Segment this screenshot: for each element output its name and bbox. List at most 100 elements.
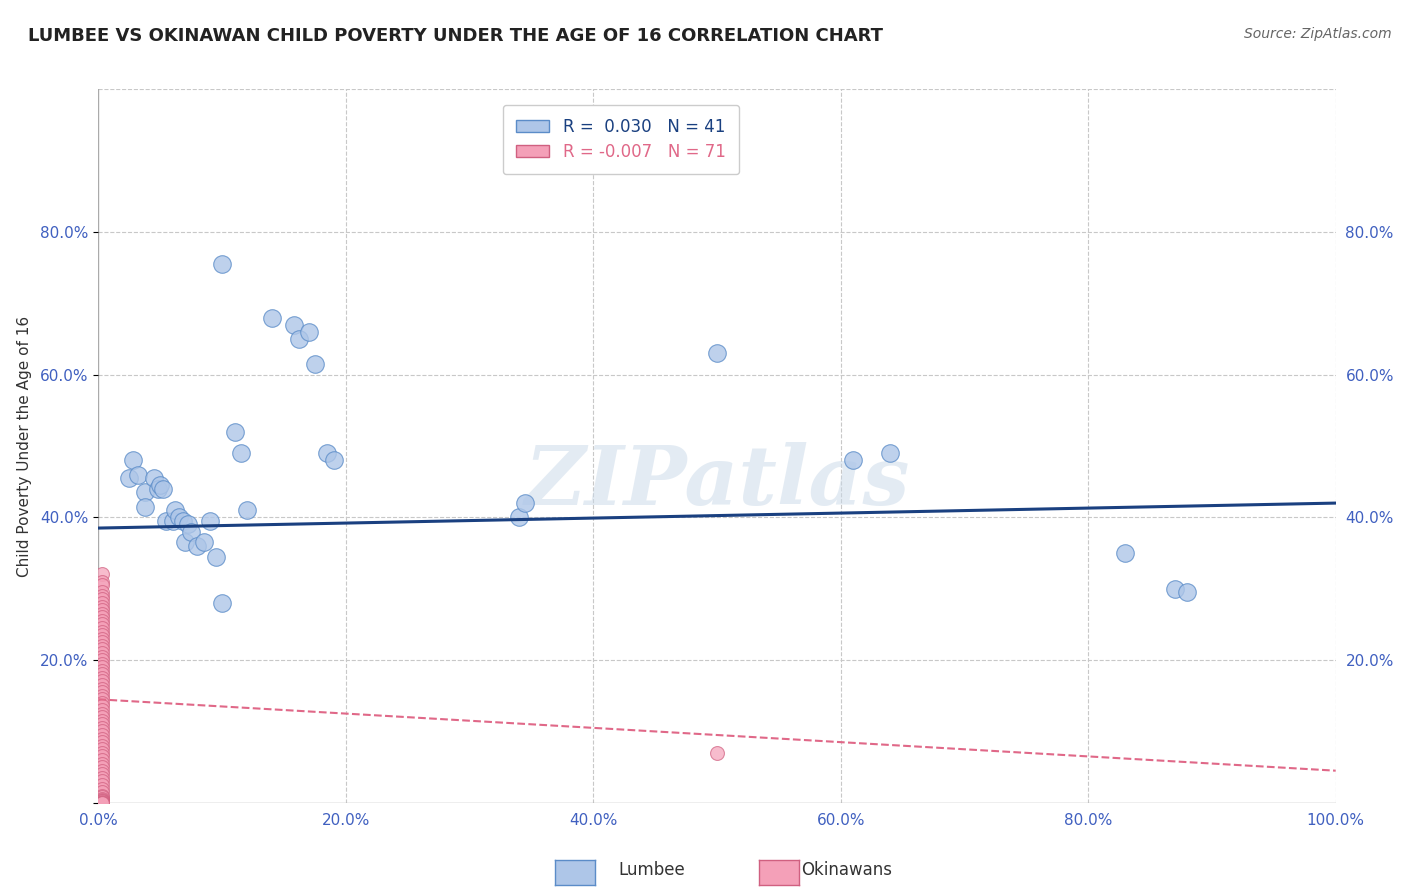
Point [91, 681, 114, 696]
Point [134, 485, 156, 500]
Point [91, 607, 114, 621]
Point [91, 617, 114, 632]
Point [91, 664, 114, 678]
Point [236, 503, 259, 517]
Point [1114, 546, 1136, 560]
Point [91, 610, 114, 624]
Point [91, 796, 114, 810]
Point [91, 794, 114, 808]
Point [316, 446, 339, 460]
Point [134, 500, 156, 514]
Point [91, 671, 114, 685]
Point [91, 592, 114, 607]
Point [152, 482, 174, 496]
Point [91, 603, 114, 617]
Text: Okinawans: Okinawans [801, 861, 893, 879]
Point [91, 739, 114, 753]
Point [211, 257, 233, 271]
Point [879, 446, 901, 460]
Point [91, 753, 114, 767]
Point [91, 785, 114, 799]
Y-axis label: Child Poverty Under the Age of 16: Child Poverty Under the Age of 16 [17, 316, 32, 576]
Point [91, 728, 114, 742]
Text: LUMBEE VS OKINAWAN CHILD POVERTY UNDER THE AGE OF 16 CORRELATION CHART: LUMBEE VS OKINAWAN CHILD POVERTY UNDER T… [28, 27, 883, 45]
Point [706, 746, 728, 760]
Point [91, 660, 114, 674]
Point [122, 453, 145, 467]
Point [91, 714, 114, 728]
Point [91, 642, 114, 657]
Point [91, 796, 114, 810]
Point [149, 478, 172, 492]
Point [91, 699, 114, 714]
Point [91, 635, 114, 649]
Point [91, 578, 114, 592]
Point [118, 471, 141, 485]
Point [91, 767, 114, 781]
Point [91, 649, 114, 664]
Point [91, 667, 114, 681]
Point [211, 596, 233, 610]
Point [91, 639, 114, 653]
Point [91, 589, 114, 603]
Point [205, 549, 228, 564]
Point [91, 674, 114, 689]
Point [91, 774, 114, 789]
Point [91, 621, 114, 635]
Point [198, 514, 221, 528]
Point [842, 453, 865, 467]
Point [91, 678, 114, 692]
Point [91, 778, 114, 792]
Point [167, 510, 190, 524]
Point [298, 325, 321, 339]
Point [515, 496, 537, 510]
Point [91, 790, 114, 805]
Point [180, 524, 202, 539]
Point [155, 514, 177, 528]
Point [127, 467, 149, 482]
Point [162, 514, 184, 528]
Point [91, 657, 114, 671]
Point [172, 514, 194, 528]
Point [91, 721, 114, 735]
Point [91, 791, 114, 805]
Point [91, 706, 114, 721]
Point [91, 710, 114, 724]
Point [165, 503, 187, 517]
Point [91, 689, 114, 703]
Point [91, 764, 114, 778]
Point [91, 749, 114, 764]
Point [91, 574, 114, 589]
Point [91, 624, 114, 639]
Point [143, 471, 166, 485]
Point [283, 318, 305, 332]
Point [91, 742, 114, 756]
Point [91, 724, 114, 739]
Point [91, 781, 114, 796]
Point [1175, 585, 1198, 599]
Point [224, 425, 246, 439]
Point [91, 614, 114, 628]
Point [304, 357, 326, 371]
Point [91, 793, 114, 807]
Point [91, 628, 114, 642]
Point [186, 539, 208, 553]
Point [508, 510, 530, 524]
Point [91, 692, 114, 706]
Point [1164, 582, 1187, 596]
Point [91, 771, 114, 785]
Point [174, 535, 197, 549]
Point [229, 446, 252, 460]
Point [91, 646, 114, 660]
Point [91, 760, 114, 774]
Point [288, 332, 311, 346]
Point [176, 517, 198, 532]
Point [91, 717, 114, 731]
Point [91, 585, 114, 599]
Point [91, 685, 114, 699]
Point [91, 735, 114, 749]
Point [91, 746, 114, 760]
Point [91, 696, 114, 710]
Text: Lumbee: Lumbee [619, 861, 685, 879]
Point [91, 789, 114, 803]
